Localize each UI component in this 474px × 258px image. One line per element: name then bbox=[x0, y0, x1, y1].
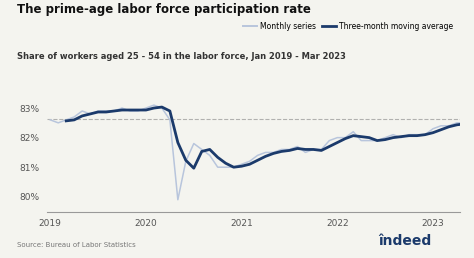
Legend: Monthly series, Three-month moving average: Monthly series, Three-month moving avera… bbox=[240, 19, 456, 34]
Text: Source: Bureau of Labor Statistics: Source: Bureau of Labor Statistics bbox=[17, 242, 136, 248]
Text: The prime-age labor force participation rate: The prime-age labor force participation … bbox=[17, 3, 310, 15]
Text: îndeed: îndeed bbox=[379, 234, 432, 248]
Text: Share of workers aged 25 - 54 in the labor force, Jan 2019 - Mar 2023: Share of workers aged 25 - 54 in the lab… bbox=[17, 52, 346, 61]
